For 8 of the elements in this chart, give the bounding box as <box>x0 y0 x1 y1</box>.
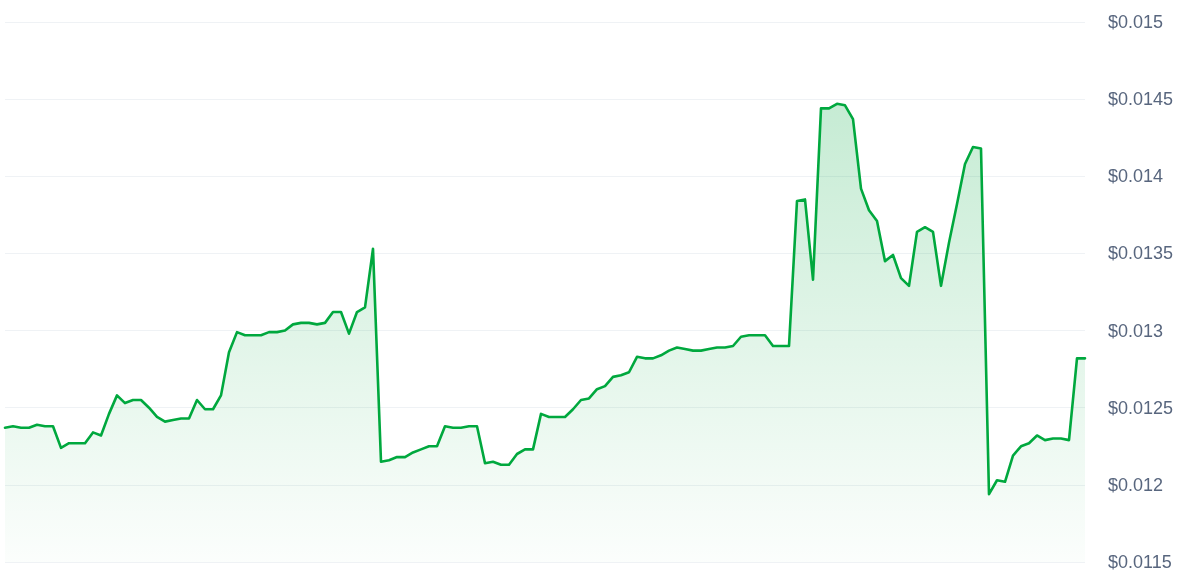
y-tick-label: $0.015 <box>1108 12 1164 32</box>
y-tick-label: $0.0145 <box>1108 89 1174 110</box>
y-tick-label: $0.0135 <box>1108 243 1174 264</box>
y-tick-label: $0.013 <box>1108 320 1164 341</box>
y-tick-label: $0.012 <box>1108 474 1164 495</box>
y-tick-label: $0.0125 <box>1108 397 1174 418</box>
y-tick-label: $0.0115 <box>1108 552 1172 572</box>
y-tick-label: $0.014 <box>1108 166 1164 187</box>
